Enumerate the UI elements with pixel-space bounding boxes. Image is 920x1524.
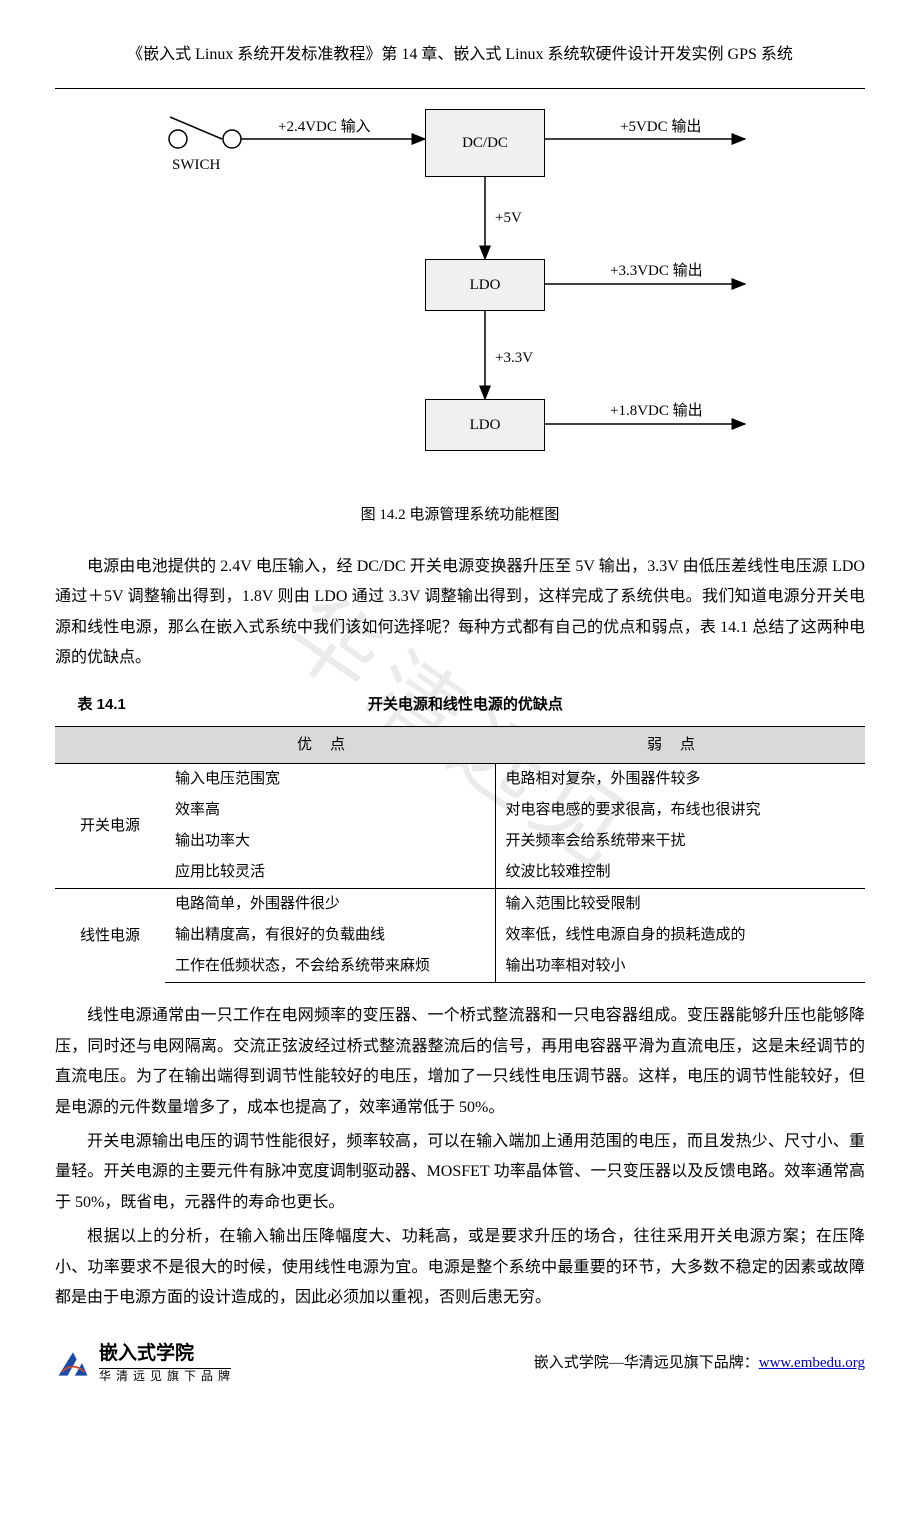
figure-caption: 图 14.2 电源管理系统功能框图 — [55, 501, 865, 530]
footer-logo-sub: 华 清 远 见 旗 下 品 牌 — [99, 1369, 231, 1383]
label-switch: SWICH — [172, 151, 220, 180]
page-footer: 嵌入式学院 华 清 远 见 旗 下 品 牌 嵌入式学院—华清远见旗下品牌：www… — [55, 1343, 865, 1383]
table-cell: 效率低，线性电源自身的损耗造成的 — [495, 920, 865, 951]
label-out18: +1.8VDC 输出 — [610, 397, 703, 426]
page-header-title: 《嵌入式 Linux 系统开发标准教程》第 14 章、嵌入式 Linux 系统软… — [55, 40, 865, 70]
table-name: 开关电源和线性电源的优缺点 — [126, 691, 805, 720]
table-number: 表 14.1 — [78, 691, 126, 720]
label-mid5v: +5V — [495, 204, 522, 233]
paragraph-1: 电源由电池提供的 2.4V 电压输入，经 DC/DC 开关电源变换器升压至 5V… — [55, 552, 865, 674]
table-cell: 效率高 — [165, 795, 495, 826]
footer-logo: 嵌入式学院 华 清 远 见 旗 下 品 牌 — [55, 1343, 231, 1383]
power-diagram: DC/DC LDO LDO SWICH +2.4VDC 输入 +5VDC 输出 … — [150, 99, 770, 489]
footer-link[interactable]: www.embedu.org — [759, 1355, 865, 1371]
table-header-advantage: 优点 — [165, 726, 495, 764]
table-cell: 输入范围比较受限制 — [495, 889, 865, 921]
table-cell: 工作在低频状态，不会给系统带来麻烦 — [165, 951, 495, 983]
header-rule — [55, 88, 865, 89]
box-dcdc: DC/DC — [425, 109, 545, 177]
label-out33: +3.3VDC 输出 — [610, 257, 703, 286]
table-cell: 输出精度高，有很好的负载曲线 — [165, 920, 495, 951]
table-header-blank — [55, 726, 165, 764]
footer-logo-main: 嵌入式学院 — [99, 1343, 231, 1369]
box-ldo2: LDO — [425, 399, 545, 451]
table-header-disadvantage: 弱点 — [495, 726, 865, 764]
table-cell: 应用比较灵活 — [165, 857, 495, 889]
paragraph-2: 线性电源通常由一只工作在电网频率的变压器、一个桥式整流器和一只电容器组成。变压器… — [55, 1001, 865, 1123]
footer-text: 嵌入式学院—华清远见旗下品牌：www.embedu.org — [534, 1349, 865, 1378]
comparison-table: 优点 弱点 开关电源 输入电压范围宽 电路相对复杂，外围器件较多 效率高 对电容… — [55, 726, 865, 984]
table-cell: 输出功率大 — [165, 826, 495, 857]
table-row2-head: 线性电源 — [55, 889, 165, 983]
table-cell: 电路简单，外围器件很少 — [165, 889, 495, 921]
label-input: +2.4VDC 输入 — [278, 113, 371, 142]
footer-prefix: 嵌入式学院—华清远见旗下品牌： — [534, 1355, 759, 1371]
table-cell: 输入电压范围宽 — [165, 764, 495, 796]
paragraph-3: 开关电源输出电压的调节性能很好，频率较高，可以在输入端加上通用范围的电压，而且发… — [55, 1127, 865, 1218]
paragraph-4: 根据以上的分析，在输入输出压降幅度大、功耗高，或是要求升压的场合，往往采用开关电… — [55, 1222, 865, 1313]
label-mid33: +3.3V — [495, 344, 533, 373]
table-row1-head: 开关电源 — [55, 764, 165, 889]
box-ldo1: LDO — [425, 259, 545, 311]
table-cell: 输出功率相对较小 — [495, 951, 865, 983]
table-cell: 电路相对复杂，外围器件较多 — [495, 764, 865, 796]
table-cell: 对电容电感的要求很高，布线也很讲究 — [495, 795, 865, 826]
table-cell: 纹波比较难控制 — [495, 857, 865, 889]
label-out5v: +5VDC 输出 — [620, 113, 701, 142]
table-title-row: 表 14.1 开关电源和线性电源的优缺点 — [55, 691, 865, 720]
logo-icon — [55, 1345, 91, 1381]
table-cell: 开关频率会给系统带来干扰 — [495, 826, 865, 857]
